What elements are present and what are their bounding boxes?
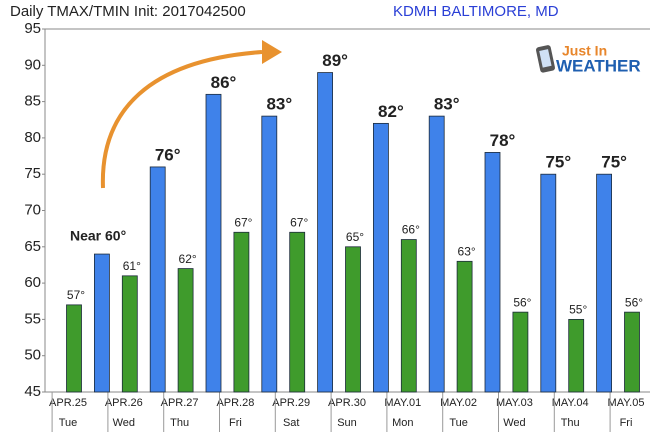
value-label: 62°: [179, 252, 197, 266]
x-weekday-label: Mon: [392, 417, 413, 429]
x-weekday-label: Sat: [283, 417, 300, 429]
y-tick-label: 90: [24, 56, 41, 73]
value-label: 83°: [434, 95, 460, 114]
x-tick-label: MAY.01: [384, 397, 421, 409]
value-label: 82°: [378, 102, 404, 121]
bar: [233, 231, 250, 393]
y-tick-label: 65: [24, 238, 41, 255]
bar: [345, 246, 361, 393]
value-label: 83°: [266, 95, 292, 114]
arrow-head: [262, 40, 282, 64]
bar: [149, 166, 166, 393]
bar: [261, 115, 278, 393]
bar: [428, 115, 445, 393]
x-tick-label: APR.27: [161, 397, 199, 409]
x-weekday-label: Thu: [561, 417, 580, 429]
bar: [372, 122, 389, 393]
bar: [400, 239, 417, 393]
x-weekday-label: Sun: [337, 417, 357, 429]
value-label: 89°: [322, 51, 348, 70]
x-weekday-label: Tue: [59, 417, 78, 429]
value-label: 65°: [346, 230, 364, 244]
x-weekday-label: Fri: [229, 417, 242, 429]
bar: [484, 152, 501, 393]
value-label: 67°: [290, 215, 308, 229]
x-weekday-label: Tue: [449, 417, 468, 429]
bar: [568, 318, 585, 393]
value-label: 75°: [545, 153, 571, 172]
annotation: Near 60°: [70, 228, 126, 244]
x-tick-label: APR.28: [216, 397, 254, 409]
x-weekday-label: Thu: [170, 417, 189, 429]
x-tick-label: APR.29: [272, 397, 310, 409]
value-label: 66°: [402, 223, 420, 237]
x-tick-label: MAY.02: [440, 397, 477, 409]
value-label: 56°: [513, 295, 531, 309]
bar: [66, 304, 82, 393]
bar: [596, 173, 612, 393]
bar: [177, 268, 194, 393]
value-label: 75°: [601, 153, 627, 172]
logo: Just In WEATHER: [536, 43, 641, 75]
x-tick-label: APR.30: [328, 397, 366, 409]
y-tick-label: 75: [24, 165, 41, 182]
y-tick-label: 80: [24, 129, 41, 146]
y-tick-label: 70: [24, 201, 41, 218]
bar: [317, 72, 334, 393]
y-tick-label: 45: [24, 383, 41, 400]
arrow: [100, 50, 263, 189]
bar: [456, 260, 473, 393]
bar: [512, 311, 529, 393]
value-label: 63°: [458, 244, 476, 258]
value-label: 57°: [67, 288, 85, 302]
y-tick-label: 50: [24, 347, 41, 364]
bar: [121, 275, 138, 393]
value-label: 55°: [569, 303, 587, 317]
chart-title: Daily TMAX/TMIN Init: 2017042500: [10, 3, 246, 20]
y-tick-label: 85: [24, 93, 41, 110]
x-tick-label: APR.25: [49, 397, 87, 409]
x-tick-label: MAY.03: [496, 397, 533, 409]
chart-subtitle: KDMH BALTIMORE, MD: [393, 3, 559, 20]
y-tick-label: 95: [24, 20, 41, 37]
y-tick-label: 60: [24, 274, 41, 291]
x-weekday-label: Wed: [503, 417, 525, 429]
logo-line2: WEATHER: [556, 56, 641, 75]
value-label: 76°: [155, 145, 181, 164]
x-tick-label: MAY.05: [608, 397, 645, 409]
x-tick-label: MAY.04: [552, 397, 589, 409]
value-label: 61°: [123, 259, 141, 273]
bar: [289, 231, 306, 393]
y-tick-label: 55: [24, 310, 41, 327]
value-label: 86°: [211, 73, 237, 92]
x-weekday-label: Wed: [113, 417, 135, 429]
x-tick-label: APR.26: [105, 397, 143, 409]
bar: [205, 93, 222, 393]
x-weekday-label: Fri: [620, 417, 633, 429]
value-label: 56°: [625, 295, 643, 309]
bar: [94, 253, 110, 393]
value-label: 67°: [234, 215, 252, 229]
value-label: 78°: [490, 131, 516, 150]
bar: [540, 173, 557, 393]
logo-line1: Just In: [562, 43, 607, 59]
bar: [624, 311, 640, 393]
